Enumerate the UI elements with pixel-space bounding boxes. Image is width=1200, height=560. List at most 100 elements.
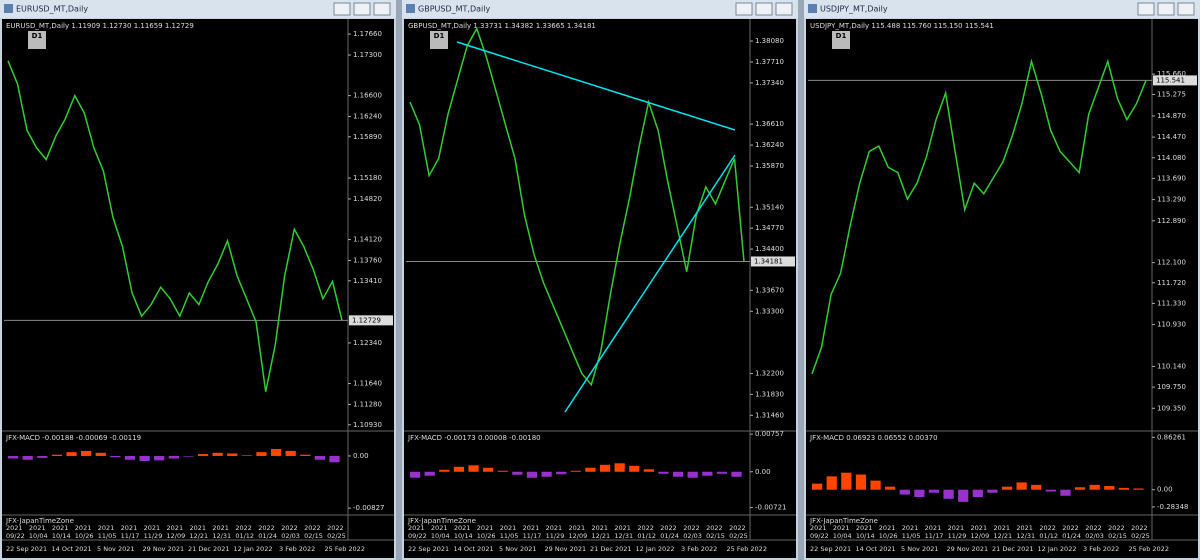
tz-day: 12/31	[212, 532, 231, 540]
price-tick-label: 1.10930	[353, 421, 382, 429]
tz-day: 12/21	[591, 532, 610, 540]
tz-year: 2021	[569, 524, 586, 532]
macd-bar	[629, 465, 640, 472]
macd-bar	[51, 454, 63, 456]
macd-bar	[22, 455, 33, 460]
close-button[interactable]	[775, 2, 793, 16]
date-label: 22 Sep 2021	[408, 545, 449, 553]
macd-bar	[1016, 482, 1027, 490]
macd-bar	[154, 455, 165, 461]
price-tick-label: 1.14820	[353, 195, 382, 203]
tz-day: 11/05	[500, 532, 519, 540]
window-icon	[406, 4, 415, 13]
tz-year: 2022	[281, 524, 298, 532]
price-tick-label: 115.275	[1157, 90, 1186, 98]
macd-bar	[314, 455, 326, 460]
minimize-button[interactable]	[735, 2, 753, 16]
chart-area	[2, 19, 394, 558]
price-tick-label: 1.14120	[353, 236, 382, 244]
tz-day: 12/21	[993, 532, 1012, 540]
tz-year: 2022	[729, 524, 746, 532]
maximize-button[interactable]	[1157, 2, 1175, 16]
macd-bar	[1133, 488, 1144, 490]
date-label: 12 Jan 2022	[1038, 545, 1077, 553]
macd-bar	[483, 467, 494, 472]
tz-day: 01/12	[1039, 532, 1058, 540]
macd-bar	[826, 476, 837, 490]
minimize-button[interactable]	[1137, 2, 1155, 16]
macd-bar	[168, 455, 179, 459]
chart-area	[404, 19, 796, 558]
macd-bar	[987, 489, 998, 493]
price-tick-label: 1.17300	[353, 51, 382, 59]
price-tick-label: 1.37340	[755, 79, 784, 87]
macd-bar	[424, 471, 435, 476]
price-tick-label: 112.890	[1157, 217, 1186, 225]
price-tick-label: 111.330	[1157, 299, 1186, 307]
macd-bar	[943, 489, 954, 499]
macd-bar	[227, 453, 238, 456]
tz-year: 2021	[993, 524, 1010, 532]
last-price-box	[1153, 75, 1197, 86]
date-label: 5 Nov 2021	[97, 545, 135, 553]
tz-day: 11/29	[144, 532, 163, 540]
tz-day: 02/15	[304, 532, 323, 540]
tz-year: 2022	[1108, 524, 1125, 532]
macd-bar	[885, 486, 896, 490]
price-tick-label: 1.32200	[755, 369, 784, 377]
macd-bar	[702, 471, 713, 476]
macd-bar	[139, 455, 150, 462]
tz-year: 2022	[304, 524, 321, 532]
macd-bar	[512, 471, 523, 475]
price-tick-label: 1.35140	[755, 203, 784, 211]
close-button[interactable]	[1177, 2, 1195, 16]
tz-day: 10/26	[477, 532, 496, 540]
macd-bar	[212, 452, 223, 456]
tz-day: 11/17	[523, 532, 542, 540]
tz-year: 2021	[1016, 524, 1033, 532]
date-label: 22 Sep 2021	[6, 545, 47, 553]
macd-bar	[197, 454, 209, 456]
macd-tick-label: 0.00	[755, 468, 771, 476]
price-tick-label: 113.690	[1157, 174, 1186, 182]
macd-bar	[1045, 489, 1056, 492]
timezone-label: JFX-JapanTimeZone	[809, 517, 878, 525]
tz-day: 02/25	[729, 532, 748, 540]
minimize-button[interactable]	[333, 2, 351, 16]
date-label: 21 Dec 2021	[590, 545, 632, 553]
macd-bar	[526, 471, 538, 478]
maximize-button[interactable]	[353, 2, 371, 16]
price-tick-label: 1.37710	[755, 58, 784, 66]
tz-day: 09/22	[6, 532, 25, 540]
tz-year: 2021	[477, 524, 494, 532]
macd-bar	[270, 449, 282, 456]
tz-year: 2022	[1062, 524, 1079, 532]
macd-bar	[256, 452, 267, 456]
macd-bar	[468, 465, 479, 472]
macd-bar	[914, 489, 925, 497]
macd-bar	[731, 471, 742, 477]
close-button[interactable]	[373, 2, 391, 16]
tz-year: 2021	[971, 524, 988, 532]
tz-day: 02/03	[683, 532, 702, 540]
tz-day: 10/14	[52, 532, 71, 540]
period-label: D1	[434, 32, 445, 40]
last-price-label: 115.541	[1156, 76, 1185, 84]
tz-year: 2021	[925, 524, 942, 532]
price-line	[409, 26, 745, 387]
tz-year: 2021	[167, 524, 184, 532]
macd-bar	[972, 489, 983, 497]
maximize-button[interactable]	[755, 2, 773, 16]
tz-day: 02/03	[1085, 532, 1104, 540]
tz-day: 02/03	[281, 532, 300, 540]
date-label: 29 Nov 2021	[143, 545, 185, 553]
tz-year: 2022	[235, 524, 252, 532]
date-label: 14 Oct 2021	[856, 545, 896, 553]
tz-year: 2021	[856, 524, 873, 532]
tz-year: 2021	[614, 524, 631, 532]
tz-day: 11/05	[98, 532, 117, 540]
window-title: USDJPY_MT,Daily	[820, 5, 888, 14]
chart-window: EURUSD_MT,Daily EURUSD_MT,Daily 1.11909 1…	[0, 0, 396, 560]
macd-tick-label: 0.86261	[1157, 433, 1186, 441]
